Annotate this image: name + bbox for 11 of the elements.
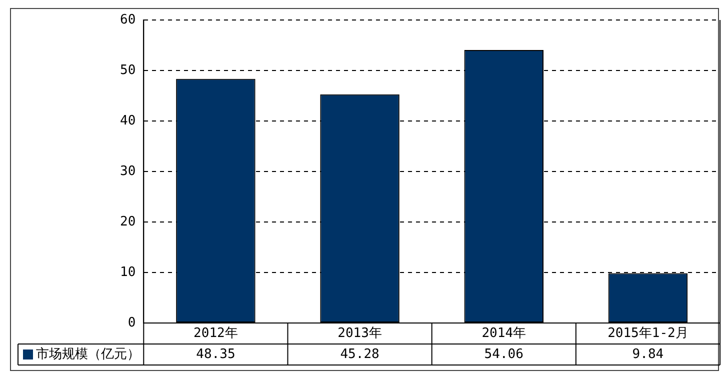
x-tick-label: 2015年1-2月	[608, 326, 688, 341]
y-tick-label: 30	[120, 164, 136, 179]
x-tick-label: 2014年	[482, 326, 526, 341]
y-tick-label: 20	[120, 214, 136, 230]
y-tick-label: 40	[120, 113, 136, 128]
x-tick-label: 2012年	[194, 326, 238, 341]
y-tick-label: 10	[120, 264, 136, 280]
y-tick-label: 60	[120, 12, 136, 28]
y-tick-label: 0	[128, 315, 136, 330]
y-tick-label: 50	[120, 62, 136, 78]
x-tick-label: 2013年	[338, 326, 382, 341]
